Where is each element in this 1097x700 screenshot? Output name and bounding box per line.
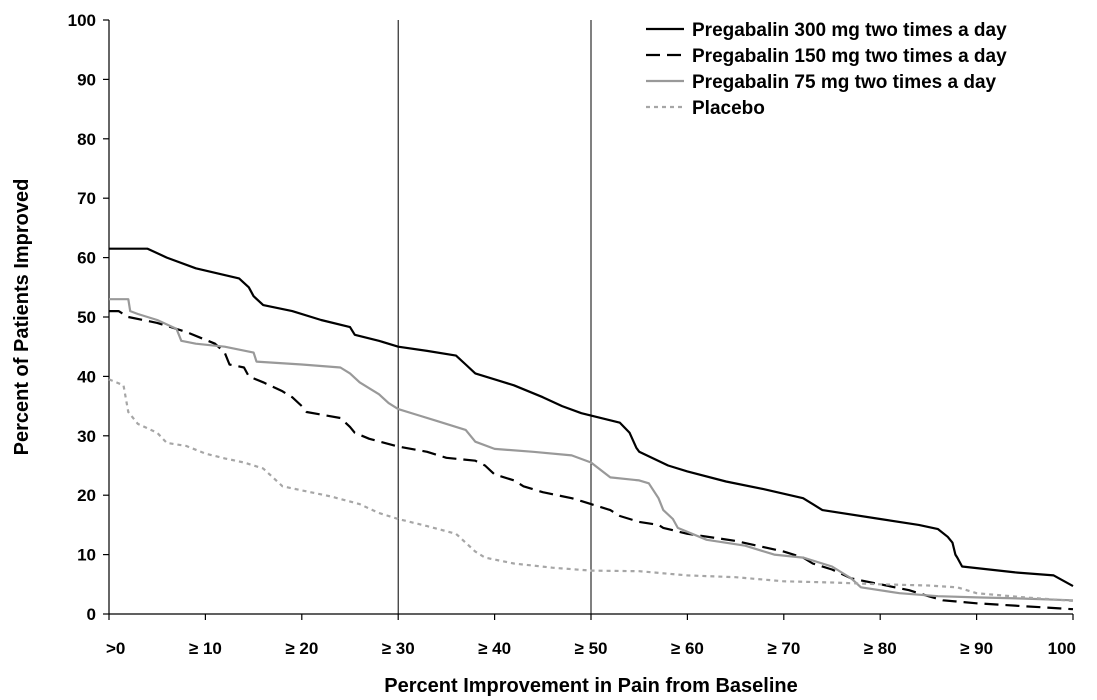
x-tick-label: ≥ 10 [189, 639, 222, 658]
x-tick-label: ≥ 60 [671, 639, 704, 658]
y-tick-label: 0 [87, 605, 96, 624]
x-axis-title: Percent Improvement in Pain from Baselin… [384, 675, 797, 697]
y-tick-label: 70 [77, 189, 96, 208]
y-tick-label: 30 [77, 427, 96, 446]
legend-label: Placebo [692, 98, 765, 119]
x-tick-label: ≥ 30 [382, 639, 415, 658]
series-layer [108, 247, 1074, 611]
y-axis-title: Percent of Patients Improved [11, 179, 33, 456]
y-tick-label: 60 [77, 249, 96, 268]
y-tick-label: 20 [77, 486, 96, 505]
reference-lines [397, 20, 592, 614]
y-tick-label: 90 [77, 70, 96, 89]
x-tick-label: ≥ 70 [767, 639, 800, 658]
x-axis-ticks: >0 ≥ 10 ≥ 20 ≥ 30 ≥ 40 ≥ 50 ≥ 60 ≥ 70 ≥ 80 ≥ 90 10… [106, 614, 1076, 658]
x-tick-label: >0 [106, 639, 125, 658]
series-line-placebo [108, 378, 1074, 602]
legend: Pregabalin 300 mg two times a day Pregaba… [646, 20, 1007, 119]
y-tick-label: 50 [77, 308, 96, 327]
y-tick-label: 80 [77, 130, 96, 149]
series-line-pregabalin-75-mg-two-times-a-day [109, 298, 1074, 602]
y-tick-label: 10 [77, 546, 96, 565]
x-tick-label: ≥ 80 [864, 639, 897, 658]
x-tick-label: ≥ 90 [960, 639, 993, 658]
x-tick-label: ≥ 40 [478, 639, 511, 658]
x-tick-label: 100 [1048, 639, 1076, 658]
legend-label: Pregabalin 150 mg two times a day [692, 46, 1007, 67]
x-tick-label: ≥ 50 [575, 639, 608, 658]
y-tick-label: 40 [77, 367, 96, 386]
y-tick-label: 100 [68, 11, 96, 30]
series-line-pregabalin-300-mg-two-times-a-day [109, 247, 1074, 588]
legend-label: Pregabalin 300 mg two times a day [692, 20, 1007, 41]
legend-label: Pregabalin 75 mg two times a day [692, 72, 997, 93]
x-tick-label: ≥ 20 [285, 639, 318, 658]
series-line-pregabalin-150-mg-two-times-a-day [109, 310, 1074, 611]
y-axis-ticks: 0 10 20 30 40 50 60 70 80 90 100 [68, 11, 109, 624]
